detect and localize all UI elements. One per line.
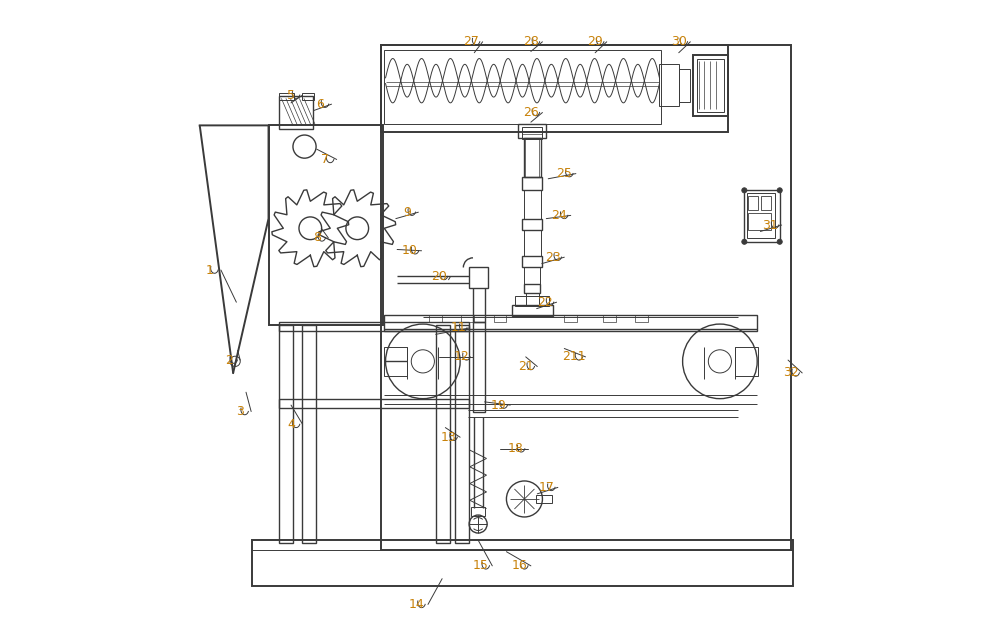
Bar <box>748 196 758 210</box>
Bar <box>279 325 293 543</box>
Bar <box>252 540 793 586</box>
Text: 20: 20 <box>431 270 447 283</box>
Bar <box>473 270 485 322</box>
Bar <box>522 177 542 190</box>
Text: 1: 1 <box>205 264 213 276</box>
Bar <box>748 213 771 230</box>
Text: 211: 211 <box>562 350 586 363</box>
Text: 15: 15 <box>473 559 489 572</box>
Bar <box>679 69 690 102</box>
Bar <box>524 284 540 293</box>
Text: 25: 25 <box>556 167 572 180</box>
Text: 7: 7 <box>321 153 329 166</box>
Bar <box>635 315 648 322</box>
Bar <box>525 138 539 177</box>
Bar <box>524 138 541 177</box>
Text: 5: 5 <box>287 89 295 102</box>
Text: 12: 12 <box>454 350 469 363</box>
Bar <box>697 59 724 112</box>
Circle shape <box>742 239 747 244</box>
Bar <box>603 315 616 322</box>
Text: 2: 2 <box>225 354 233 367</box>
Bar <box>522 127 542 139</box>
Text: 16: 16 <box>511 559 527 572</box>
Bar <box>384 315 757 331</box>
Bar <box>747 193 775 238</box>
Text: 27: 27 <box>463 35 479 48</box>
Bar <box>436 325 450 543</box>
Bar <box>735 347 758 376</box>
Bar <box>693 55 728 116</box>
Bar <box>524 190 541 219</box>
Bar <box>461 315 474 322</box>
Text: 6: 6 <box>316 98 324 111</box>
Text: 17: 17 <box>538 481 554 494</box>
Bar <box>381 45 791 550</box>
Bar <box>429 315 442 322</box>
Text: 22: 22 <box>537 296 553 309</box>
Bar <box>384 50 661 124</box>
Bar <box>381 45 728 132</box>
Text: 19: 19 <box>491 399 507 412</box>
Bar <box>659 64 679 106</box>
Bar <box>524 230 541 256</box>
Bar <box>512 305 553 316</box>
Bar <box>536 495 552 503</box>
Bar <box>515 296 549 306</box>
Bar <box>279 93 294 100</box>
Bar <box>279 96 313 129</box>
Bar <box>524 267 540 284</box>
Circle shape <box>777 239 782 244</box>
Bar <box>302 93 314 100</box>
Text: 31: 31 <box>762 219 778 231</box>
Text: 18: 18 <box>508 442 524 455</box>
Text: 9: 9 <box>403 206 411 219</box>
Bar <box>518 124 546 138</box>
Text: 21: 21 <box>518 360 534 373</box>
Text: 3: 3 <box>236 405 244 418</box>
Bar <box>494 315 506 322</box>
Bar <box>302 325 316 543</box>
Text: 32: 32 <box>783 367 799 379</box>
Text: 26: 26 <box>523 106 539 119</box>
Bar <box>522 219 542 230</box>
Bar <box>384 347 407 376</box>
Circle shape <box>777 188 782 193</box>
Bar <box>744 190 780 242</box>
Bar <box>761 196 771 210</box>
Bar <box>469 267 488 288</box>
Text: 13: 13 <box>441 431 456 444</box>
Text: 10: 10 <box>402 244 418 257</box>
Text: 23: 23 <box>545 251 561 264</box>
Bar <box>279 399 469 408</box>
Bar <box>471 507 485 516</box>
Text: 8: 8 <box>313 231 321 244</box>
Text: 4: 4 <box>287 418 295 431</box>
Bar <box>473 322 485 412</box>
Bar <box>455 325 469 543</box>
Text: 29: 29 <box>587 35 603 48</box>
Bar <box>564 315 577 322</box>
Circle shape <box>742 188 747 193</box>
Bar <box>526 293 539 305</box>
Text: 30: 30 <box>671 35 687 48</box>
Bar <box>269 125 383 325</box>
Text: 14: 14 <box>409 598 424 611</box>
Bar <box>522 256 542 267</box>
Text: 28: 28 <box>523 35 539 48</box>
Text: 24: 24 <box>551 209 567 222</box>
Bar <box>279 322 469 331</box>
Text: 11: 11 <box>450 322 466 334</box>
